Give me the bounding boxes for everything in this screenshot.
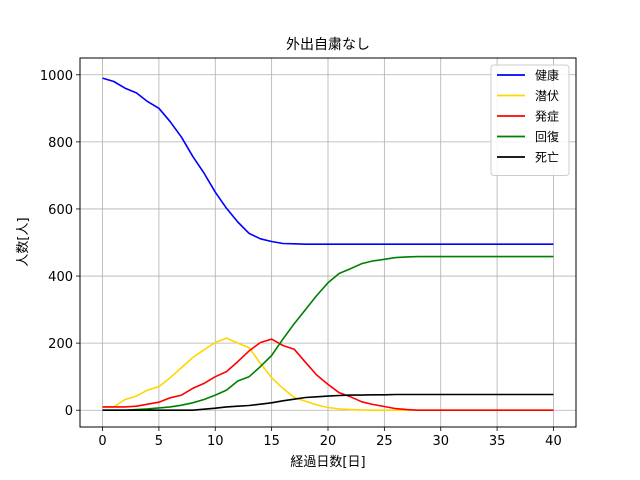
x-tick-label: 0 xyxy=(98,434,106,449)
x-tick-label: 30 xyxy=(432,434,449,449)
x-tick-label: 15 xyxy=(263,434,280,449)
x-tick-label: 20 xyxy=(320,434,337,449)
series-line-1 xyxy=(102,77,554,245)
x-tick-label: 40 xyxy=(545,434,562,449)
legend-label: 回復 xyxy=(535,129,559,144)
x-tick-label: 35 xyxy=(489,434,506,449)
x-tick-label: 25 xyxy=(376,434,393,449)
legend-box xyxy=(490,64,570,176)
legend-label: 健康 xyxy=(535,68,559,83)
legend-label: 死亡 xyxy=(535,151,559,165)
legend-label: 発症 xyxy=(535,109,559,124)
x-tick-label: 5 xyxy=(155,434,163,449)
legend-label: 潜伏 xyxy=(535,89,559,103)
y-tick-label: 200 xyxy=(48,337,73,352)
y-tick-label: 600 xyxy=(48,203,73,218)
series-lines xyxy=(102,77,554,412)
series-line-4 xyxy=(102,255,554,412)
y-tick-label: 800 xyxy=(48,136,73,151)
y-tick-label: 0 xyxy=(65,404,73,419)
x-tick-label: 10 xyxy=(207,434,224,449)
y-axis-title: 人数[人] xyxy=(16,217,31,266)
y-tick-label: 400 xyxy=(48,270,73,285)
x-axis-title: 経過日数[日] xyxy=(290,455,365,470)
chart-title: 外出自粛なし xyxy=(286,37,370,53)
series-line-5 xyxy=(102,393,554,412)
y-tick-label: 1000 xyxy=(40,69,73,84)
series-line-3 xyxy=(102,338,554,412)
